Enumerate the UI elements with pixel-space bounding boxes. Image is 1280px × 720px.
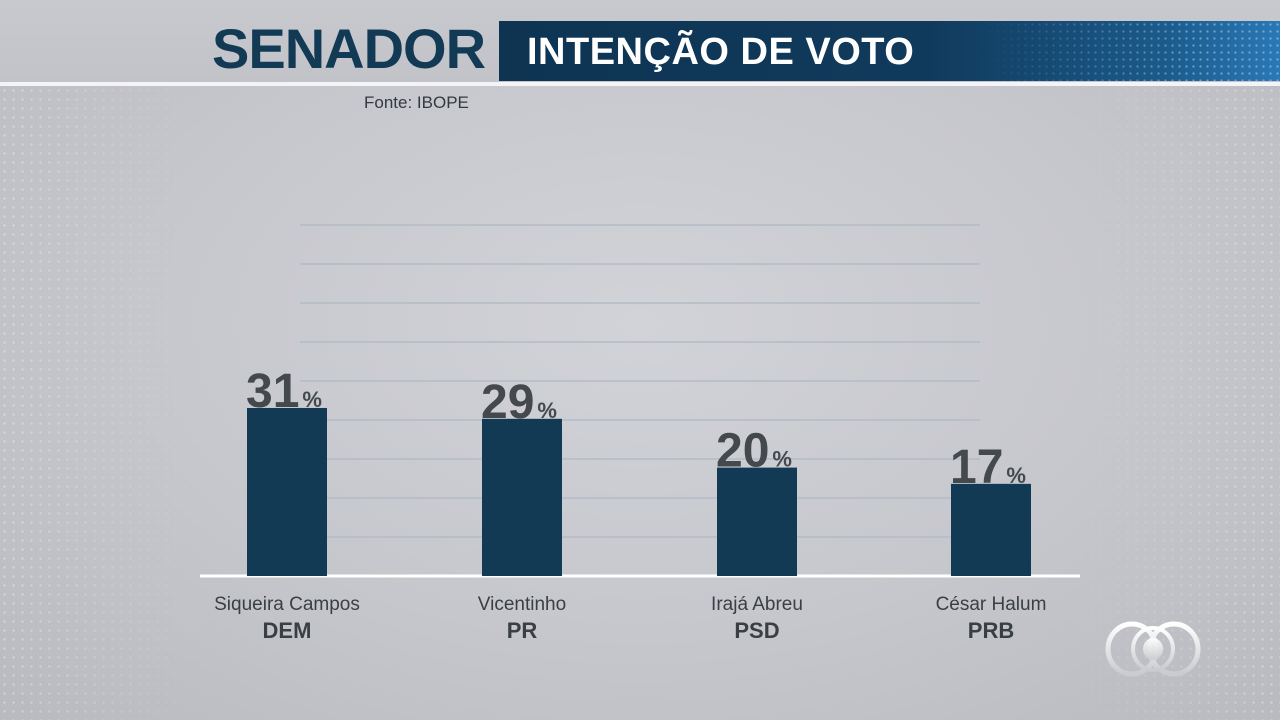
category-label: Siqueira Campos (214, 594, 360, 615)
subtitle-band: INTENÇÃO DE VOTO (499, 21, 1280, 81)
data-label: 31% (246, 365, 322, 418)
category-label: Irajá Abreu (711, 594, 803, 615)
bar (482, 418, 562, 576)
data-label: 20% (716, 425, 792, 478)
party-label: DEM (263, 618, 312, 643)
bar (951, 483, 1031, 576)
tv-globo-logo (1105, 621, 1201, 677)
background-texture-right (1060, 86, 1280, 720)
source-label: Fonte: IBOPE (364, 93, 469, 112)
data-label: 29% (481, 376, 557, 429)
category-label: César Halum (936, 594, 1047, 615)
party-label: PR (507, 618, 538, 643)
party-label: PRB (968, 618, 1014, 643)
bar (717, 467, 797, 576)
bar (247, 407, 327, 576)
category-label: Vicentinho (478, 594, 566, 615)
page-subtitle: INTENÇÃO DE VOTO (527, 31, 915, 73)
header-divider (0, 82, 1280, 86)
background-texture-left (0, 86, 220, 720)
party-label: PSD (734, 618, 779, 643)
band-texture (980, 21, 1280, 81)
data-label: 17% (950, 441, 1026, 494)
page-title: SENADOR (212, 17, 486, 80)
